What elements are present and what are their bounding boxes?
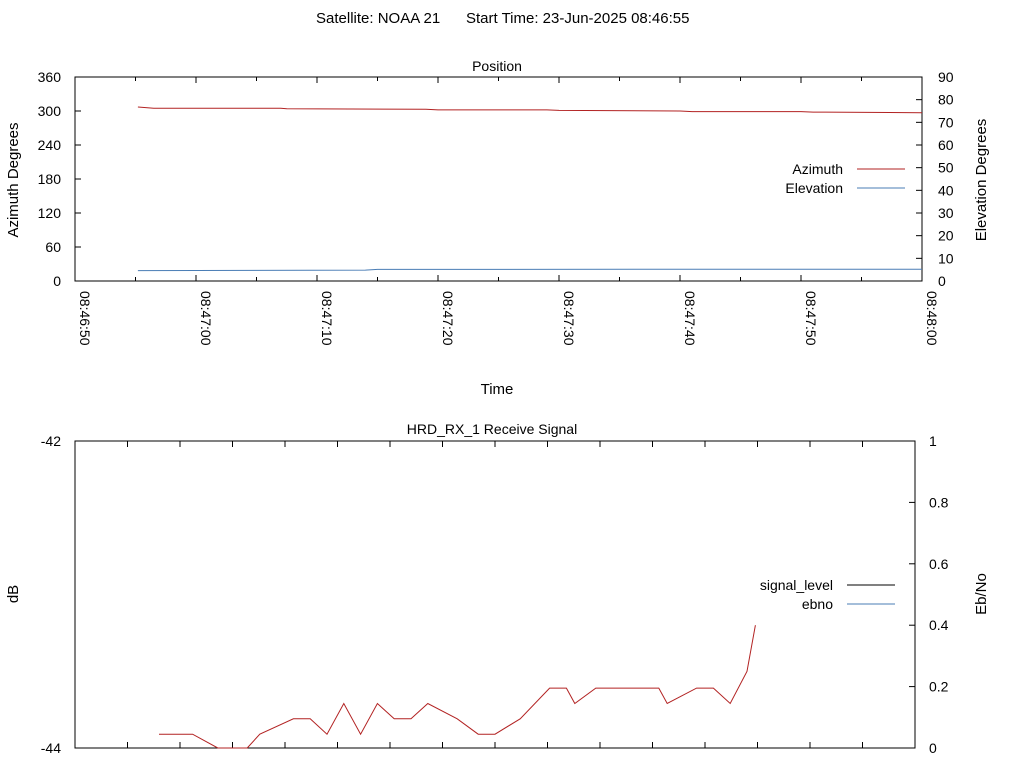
chart1-x-tick-label: 08:47:00 xyxy=(198,291,214,346)
chart1-x-tick-label: 08:47:10 xyxy=(319,291,335,346)
chart1-title: Position xyxy=(472,58,522,74)
chart2-right-tick-label: 0.6 xyxy=(929,556,949,572)
chart1-left-tick-label: 360 xyxy=(38,69,62,85)
chart1-left-tick-label: 0 xyxy=(53,273,61,289)
chart1-x-tick-label: 08:47:30 xyxy=(561,291,577,346)
start-time-label: Start Time: 23-Jun-2025 08:46:55 xyxy=(466,10,689,27)
chart1-legend-label: Elevation xyxy=(785,180,843,196)
chart1-right-tick-label: 80 xyxy=(938,92,954,108)
chart1-left-tick-label: 180 xyxy=(38,171,62,187)
chart1-x-tick-label: 08:47:20 xyxy=(440,291,456,346)
chart1-right-tick-label: 70 xyxy=(938,114,954,130)
chart1-right-tick-label: 0 xyxy=(938,273,946,289)
chart1-x-tick-label: 08:46:50 xyxy=(77,291,93,346)
chart1-series-azimuth-line xyxy=(137,106,923,114)
chart2-signal-trace-line xyxy=(159,625,756,749)
chart1-x-tick-label: 08:48:00 xyxy=(924,291,940,346)
chart1-right-tick-label: 50 xyxy=(938,160,954,176)
chart1-left-tick-label: 120 xyxy=(38,205,62,221)
chart1-left-tick-label: 60 xyxy=(45,239,61,255)
chart2-legend-label: ebno xyxy=(802,596,833,612)
chart2-left-tick-label: -44 xyxy=(41,740,61,756)
chart1-series-elevation-line xyxy=(137,268,923,272)
satellite-label: Satellite: NOAA 21 xyxy=(316,10,440,27)
chart1-legend: Azimuth Elevation xyxy=(785,161,905,196)
chart1-ylabel: Azimuth Degrees xyxy=(5,122,22,237)
chart2-ylabel: dB xyxy=(5,585,22,603)
chart2-title: HRD_RX_1 Receive Signal xyxy=(407,421,577,437)
chart2-right-tick-label: 0.4 xyxy=(929,617,949,633)
chart1-left-tick-label: 300 xyxy=(38,103,62,119)
chart2-right-tick-label: 1 xyxy=(929,433,937,449)
chart1-right-tick-label: 20 xyxy=(938,228,954,244)
chart2-y2label: Eb/No xyxy=(973,573,990,615)
chart2-right-tick-label: 0.8 xyxy=(929,494,949,510)
chart2-right-tick-label: 0.2 xyxy=(929,679,949,695)
chart2-right-tick-label: 0 xyxy=(929,740,937,756)
chart1-right-tick-label: 30 xyxy=(938,205,954,221)
chart1-y2label: Elevation Degrees xyxy=(973,119,990,242)
chart2-legend-label: signal_level xyxy=(760,577,833,593)
chart1-right-tick-label: 10 xyxy=(938,250,954,266)
chart1-right-tick-label: 40 xyxy=(938,182,954,198)
chart1-legend-label: Azimuth xyxy=(792,161,843,177)
chart2-plot-border xyxy=(74,440,916,749)
chart1-plot-border xyxy=(74,76,923,282)
chart1-xlabel: Time xyxy=(481,381,514,398)
chart1-left-tick-label: 240 xyxy=(38,137,62,153)
position-chart: Position Time Azimuth Degrees Elevation … xyxy=(5,58,990,398)
chart1-x-tick-label: 08:47:50 xyxy=(803,291,819,346)
chart1-right-tick-label: 90 xyxy=(938,69,954,85)
chart2-left-tick-label: -42 xyxy=(41,433,61,449)
chart1-x-tick-label: 08:47:40 xyxy=(682,291,698,346)
chart1-right-tick-label: 60 xyxy=(938,137,954,153)
receive-signal-chart: HRD_RX_1 Receive Signal dB Eb/No -44 -42 0… xyxy=(5,421,990,756)
